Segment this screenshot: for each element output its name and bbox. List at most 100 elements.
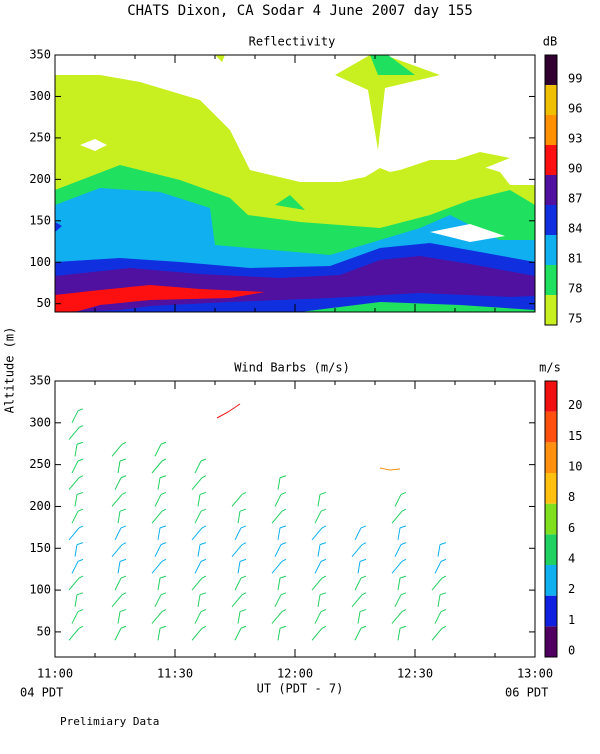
barb-flag bbox=[441, 575, 447, 579]
barb-stem bbox=[234, 527, 242, 541]
wind-barb bbox=[194, 508, 207, 524]
barb-stem bbox=[431, 627, 443, 641]
barb-stem bbox=[114, 527, 122, 541]
barb-flag bbox=[320, 609, 327, 613]
barb-stem bbox=[317, 544, 321, 557]
barb-flag bbox=[281, 609, 287, 612]
wind-barb bbox=[68, 475, 84, 491]
y-tick-label: 350 bbox=[29, 48, 51, 62]
barb-stem bbox=[391, 611, 403, 624]
barb-stem bbox=[394, 594, 402, 608]
wind-barb bbox=[68, 625, 84, 641]
barb-stem bbox=[151, 460, 163, 474]
wind-barb bbox=[311, 525, 327, 541]
wind-barb bbox=[194, 558, 207, 574]
colorbar-label: 84 bbox=[568, 222, 582, 236]
barb-flag bbox=[239, 558, 247, 562]
barb-flag bbox=[279, 575, 287, 579]
barb-flag bbox=[240, 575, 247, 579]
barb-flag bbox=[241, 592, 247, 596]
barb-flag bbox=[359, 609, 367, 613]
wind-barb bbox=[111, 441, 127, 457]
barb-stem bbox=[274, 544, 282, 557]
wind-barb bbox=[68, 575, 84, 591]
colorbar-label: 2 bbox=[568, 582, 575, 596]
wind-barb bbox=[71, 508, 84, 524]
barb-flag bbox=[161, 558, 167, 562]
barb-flag bbox=[359, 558, 367, 562]
wind-barb bbox=[354, 575, 367, 591]
wind-barb bbox=[71, 408, 84, 424]
barb-flag bbox=[78, 475, 84, 479]
wind-barb bbox=[274, 542, 287, 557]
wind-barb bbox=[117, 558, 127, 574]
barb-stem bbox=[154, 544, 162, 557]
contour-region bbox=[370, 55, 415, 75]
barb-stem bbox=[71, 410, 79, 424]
wind-barb bbox=[231, 492, 247, 507]
colorbar-label: 99 bbox=[568, 72, 582, 86]
wind-barb bbox=[397, 575, 407, 591]
contour-patch bbox=[55, 222, 62, 232]
barb-stem bbox=[151, 561, 163, 574]
x-tick-label: 11:00 bbox=[37, 667, 73, 681]
barb-stem bbox=[114, 628, 122, 641]
barb-flag bbox=[121, 492, 127, 495]
colorbar-unit: dB bbox=[543, 35, 557, 49]
wind-barb bbox=[74, 491, 84, 507]
contour-region bbox=[275, 195, 305, 210]
barb-stem bbox=[277, 628, 281, 641]
barb-flag bbox=[119, 508, 127, 512]
wind-barb bbox=[111, 592, 127, 608]
barb-stem bbox=[114, 477, 122, 490]
barb-flag bbox=[360, 575, 367, 579]
barb-flag bbox=[401, 609, 407, 612]
barb-stem bbox=[394, 544, 402, 557]
wind-barb bbox=[191, 625, 207, 641]
barb-flag bbox=[241, 542, 247, 546]
barb-stem bbox=[391, 561, 403, 574]
barb-flag bbox=[361, 592, 367, 596]
wind-barb bbox=[437, 542, 447, 557]
colorbar-swatch bbox=[545, 265, 557, 295]
barb-stem bbox=[351, 594, 363, 608]
barb-stem bbox=[111, 443, 123, 457]
barb-stem bbox=[194, 611, 202, 624]
wind-barb bbox=[351, 592, 367, 608]
wind-barb bbox=[157, 525, 167, 540]
barb-flag bbox=[160, 441, 167, 445]
wind-barb bbox=[357, 558, 367, 574]
y-tick-label: 300 bbox=[29, 89, 51, 103]
wind-barb bbox=[74, 592, 84, 607]
colorbar-swatch bbox=[545, 235, 557, 265]
barb-stem bbox=[154, 444, 162, 457]
barb-stem bbox=[71, 460, 79, 474]
wind-barb bbox=[397, 525, 407, 540]
barb-stem bbox=[394, 494, 402, 507]
wind-barb bbox=[277, 575, 287, 591]
barb-stem bbox=[351, 544, 363, 557]
barb-flag bbox=[201, 625, 207, 629]
barb-stem bbox=[314, 611, 322, 624]
barb-stem bbox=[354, 577, 362, 591]
y-tick-label: 250 bbox=[29, 130, 51, 144]
barb-flag bbox=[201, 475, 207, 479]
barb-stem bbox=[194, 460, 202, 474]
wind-barb bbox=[114, 625, 127, 641]
barb-stem bbox=[231, 594, 243, 608]
start-label: 04 PDT bbox=[20, 686, 63, 700]
barb-stem bbox=[191, 527, 203, 541]
barb-stem bbox=[314, 510, 322, 524]
colorbar-label: 15 bbox=[568, 429, 582, 443]
colorbar-swatch bbox=[545, 473, 557, 504]
barb-flag bbox=[119, 558, 127, 562]
barb-flag bbox=[320, 508, 327, 512]
barb-flag bbox=[361, 542, 367, 546]
barb-stem bbox=[231, 494, 243, 507]
barb-flag bbox=[76, 491, 84, 495]
barb-stem bbox=[114, 577, 122, 591]
x-tick-label: 12:00 bbox=[277, 667, 313, 681]
barb-flag bbox=[400, 491, 407, 495]
barb-stem bbox=[68, 477, 80, 491]
wind-barb bbox=[431, 625, 447, 641]
